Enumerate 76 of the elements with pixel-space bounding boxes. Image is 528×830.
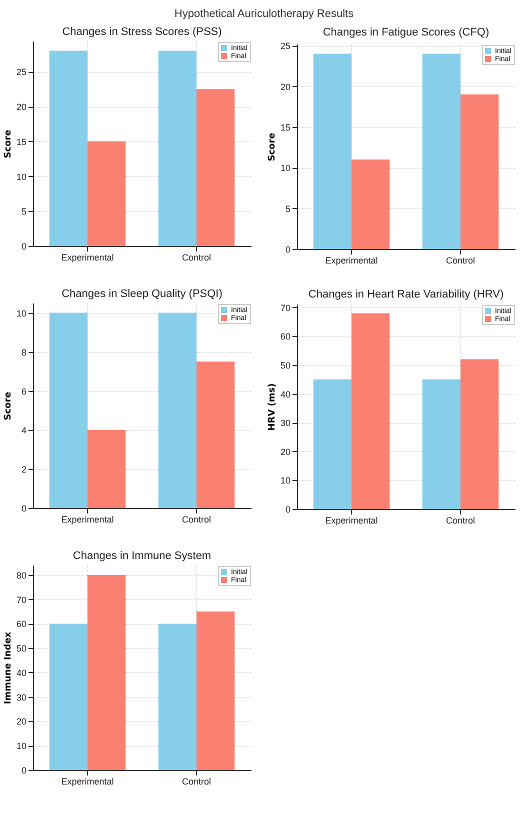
y-tick-label: 30 [280,418,290,428]
y-tick-label: 30 [16,692,26,702]
x-tick-label: Control [182,514,212,524]
text: Hypothetical Auriculotherapy Results [173,7,355,22]
y-tick-label: 20 [16,716,26,727]
y-tick-label: 20 [280,446,290,457]
bar [352,160,390,249]
bar [88,574,126,770]
y-tick-label: 80 [16,570,26,580]
y-tick-label: 8 [21,347,26,358]
bar [313,379,352,509]
y-axis-title: Score [3,130,14,158]
chart-title: Changes in Sleep Quality (PSQI) [62,288,222,300]
y-tick-label: 10 [16,308,26,318]
bar [460,94,499,249]
y-tick-label: 25 [280,41,290,52]
y-tick-label: 20 [16,102,26,112]
y-tick-label: 4 [21,425,26,436]
y-tick-label: 10 [280,476,290,486]
bar [49,624,88,770]
y-axis-title: Score [3,392,14,420]
y-tick-label: 2 [21,464,26,474]
bar [313,54,352,249]
x-tick-label: Experimental [325,516,378,526]
bar [422,379,460,509]
bar [88,430,126,508]
x-tick-label: Control [446,516,476,526]
y-tick-label: 70 [280,302,290,313]
y-tick-label: 0 [21,504,26,514]
bar [49,50,88,246]
y-tick-label: 0 [285,504,290,514]
y-tick-label: 0 [21,242,26,252]
bar [460,359,499,509]
bar [196,612,235,770]
y-tick-label: 25 [16,67,26,78]
bar [158,50,196,246]
y-tick-label: 40 [280,389,290,400]
y-tick-label: 60 [280,332,290,342]
y-tick-label: 50 [16,644,26,654]
bar [88,141,126,246]
chart-title: Changes in Stress Scores (PSS) [62,26,222,38]
y-axis-title: Immune Index [3,632,14,704]
bar [422,54,460,249]
y-tick-label: 10 [280,163,290,174]
bar [352,313,390,509]
x-tick-label: Experimental [61,776,114,786]
chart-title: Changes in Heart Rate Variability (HRV) [308,288,504,300]
bar [158,624,196,770]
y-tick-label: 5 [285,204,290,214]
chart-title: Changes in Fatigue Scores (CFQ) [322,26,490,39]
bar [196,362,235,508]
x-tick-label: Experimental [61,514,114,524]
y-tick-label: 15 [280,122,290,132]
y-tick-label: 0 [285,244,290,254]
x-tick-label: Experimental [61,252,114,262]
bar [49,312,88,508]
y-tick-label: 20 [280,82,290,92]
x-tick-label: Control [446,256,476,266]
y-axis-title: HRV (ms) [267,383,278,431]
y-tick-label: 40 [16,668,26,678]
bar [158,312,196,508]
y-tick-label: 15 [16,136,26,147]
x-tick-label: Experimental [325,256,378,266]
y-axis-title: Score [267,132,278,162]
y-tick-label: 5 [21,206,26,217]
y-tick-label: 10 [16,172,26,182]
chart-title: Changes in Immune System [72,550,212,562]
bar [196,89,235,246]
y-tick-label: 60 [16,619,26,630]
y-tick-label: 6 [21,386,26,396]
x-tick-label: Control [182,776,212,786]
x-tick-label: Control [182,252,212,262]
y-tick-label: 10 [16,741,26,752]
y-tick-label: 0 [21,766,26,776]
y-tick-label: 70 [16,594,26,605]
y-tick-label: 50 [280,360,290,371]
